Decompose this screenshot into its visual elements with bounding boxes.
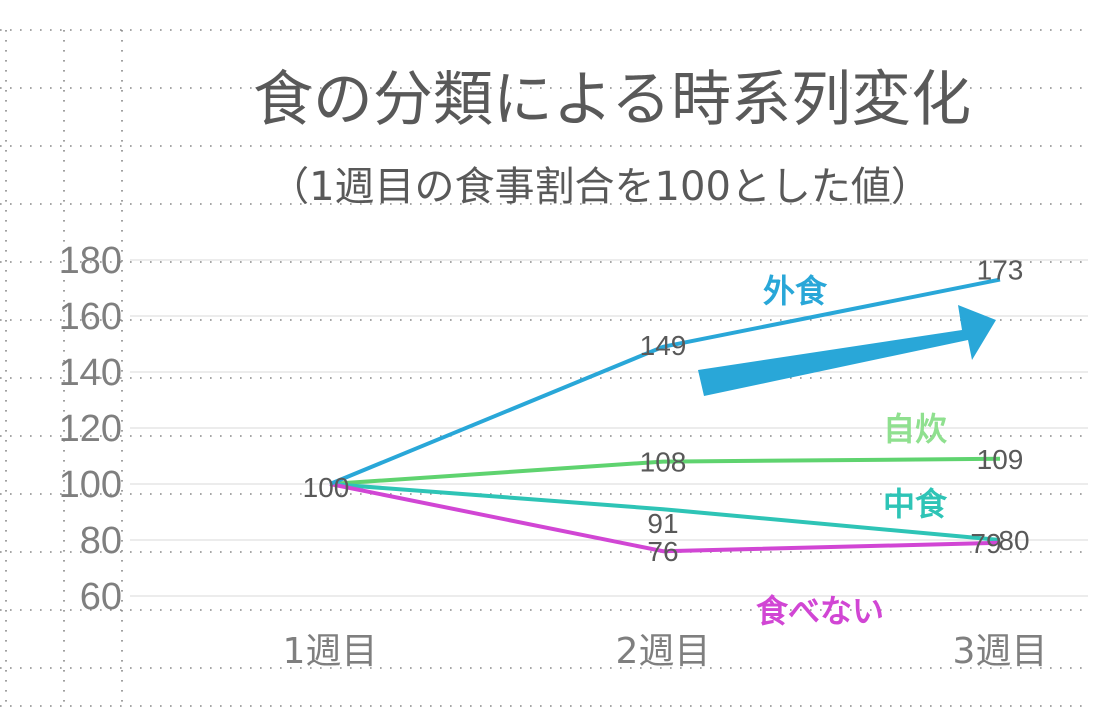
data-label: 80 bbox=[998, 525, 1029, 556]
x-tick-label: 3週目 bbox=[953, 631, 1048, 672]
data-labels: 149 173 100 108 109 91 80 76 79 bbox=[303, 255, 1030, 568]
data-label: 79 bbox=[970, 528, 1001, 559]
data-label: 149 bbox=[640, 330, 687, 361]
series-line bbox=[329, 482, 1001, 554]
y-tick-label: 60 bbox=[80, 576, 122, 618]
gridlines bbox=[130, 259, 1088, 597]
y-tick-label: 80 bbox=[80, 520, 122, 562]
data-label: 173 bbox=[977, 255, 1024, 286]
x-tick-label: 1週目 bbox=[283, 631, 378, 672]
trend-arrow-icon bbox=[698, 305, 996, 396]
series-name-label: 自炊 bbox=[883, 410, 947, 448]
y-axis-tick-labels: 60 80 100 120 140 160 180 bbox=[59, 240, 122, 618]
data-label: 100 bbox=[303, 472, 350, 503]
chart-title: 食の分類による時系列変化 bbox=[253, 65, 971, 135]
data-label: 91 bbox=[647, 508, 678, 539]
series-line bbox=[329, 277, 1001, 486]
y-tick-label: 140 bbox=[59, 352, 122, 394]
data-label: 76 bbox=[647, 536, 678, 567]
y-tick-label: 120 bbox=[59, 408, 122, 450]
series-name-label: 食べない bbox=[756, 592, 884, 630]
x-tick-label: 2週目 bbox=[616, 631, 711, 672]
series-name-label: 中食 bbox=[883, 485, 948, 523]
series-name-label: 外食 bbox=[763, 272, 828, 310]
series-line bbox=[329, 482, 1001, 542]
y-tick-label: 180 bbox=[59, 240, 122, 282]
series-lines bbox=[329, 277, 1001, 554]
y-tick-label: 160 bbox=[59, 296, 122, 338]
y-tick-label: 100 bbox=[59, 464, 122, 506]
x-axis-tick-labels: 1週目 2週目 3週目 bbox=[283, 631, 1048, 672]
data-label: 109 bbox=[977, 444, 1024, 475]
data-label: 108 bbox=[640, 447, 687, 478]
chart-subtitle: （1週目の食事割合を100とした値） bbox=[269, 164, 931, 210]
series-line bbox=[329, 456, 1001, 486]
